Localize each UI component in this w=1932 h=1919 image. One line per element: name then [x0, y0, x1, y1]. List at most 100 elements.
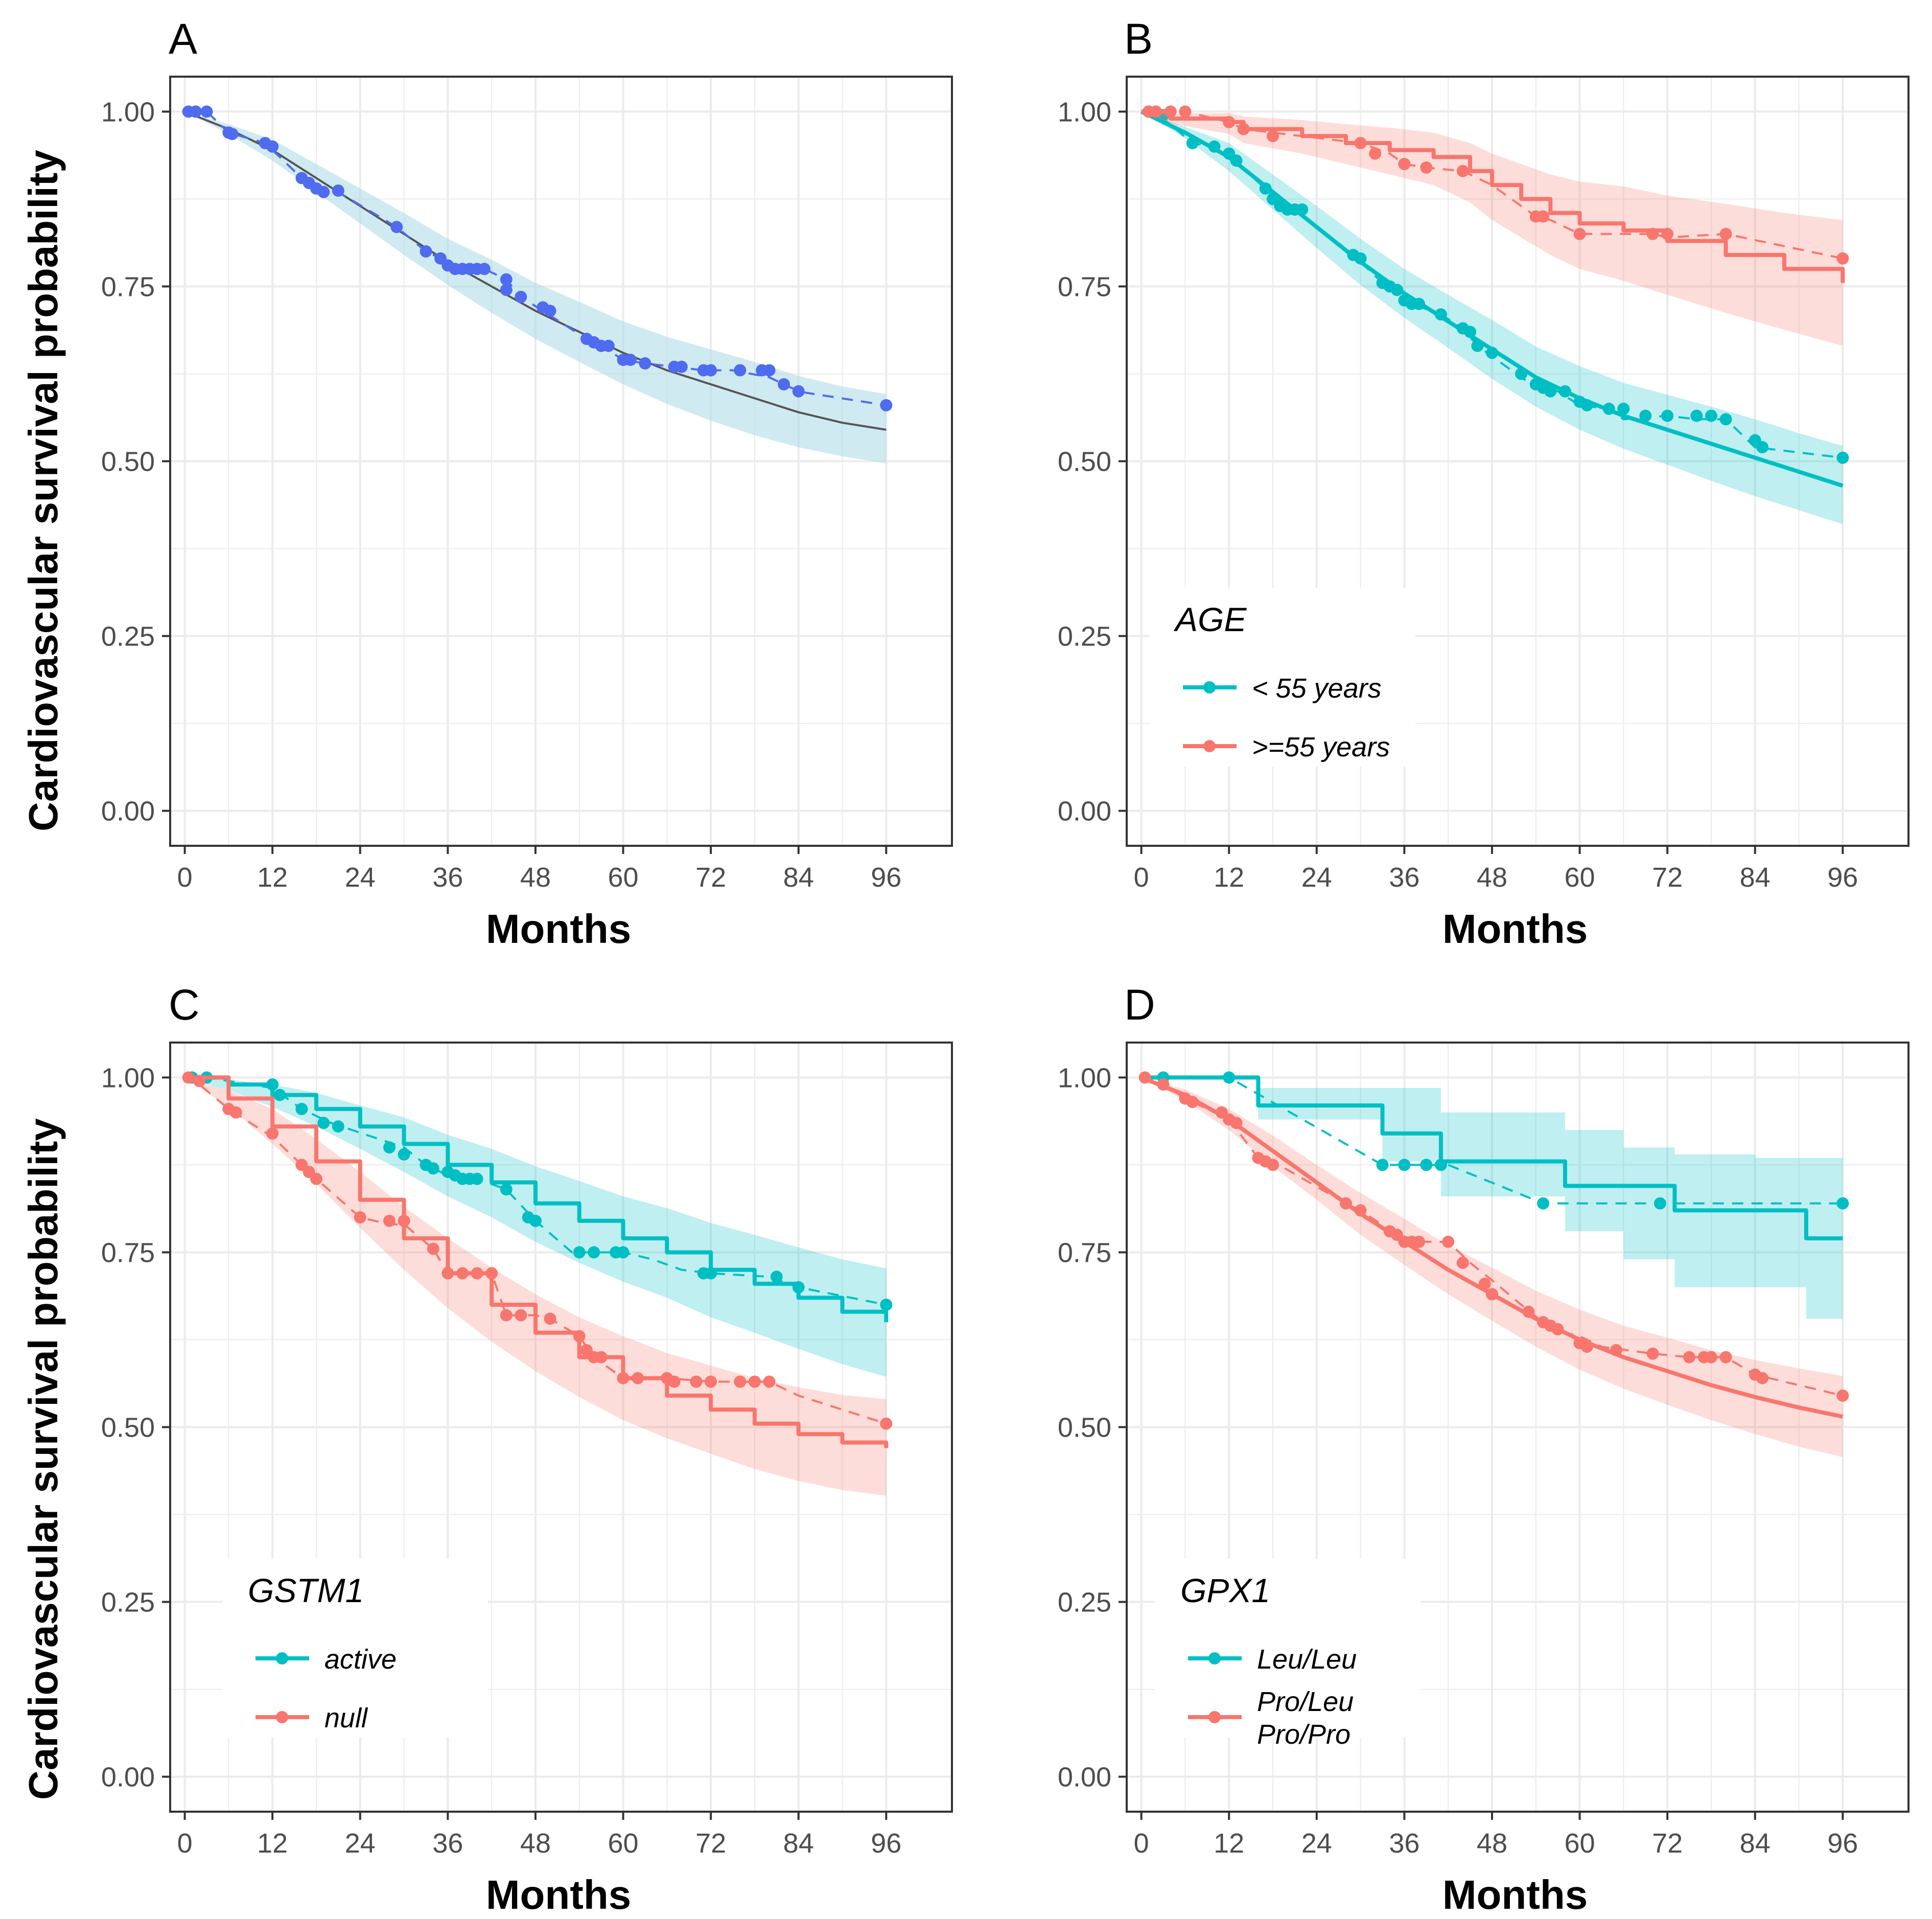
model-curve [184, 1075, 889, 1323]
y-tick-label: 0.75 [1058, 271, 1111, 302]
confidence-ribbon [184, 1077, 887, 1377]
km-point [478, 263, 491, 275]
series-leu-leu [1141, 1071, 1849, 1319]
legend-key-point [276, 1711, 288, 1723]
axis-ticks: 0 12 24 36 48 60 72 84 96 0.00 0.25 0.50 0.75 1.00 [101, 1062, 901, 1859]
x-axis-label: Months [1442, 1872, 1588, 1917]
km-point [1296, 203, 1309, 216]
km-point [1522, 1305, 1535, 1318]
km-point [705, 1267, 717, 1280]
km-dashed-curve [1141, 1076, 1843, 1205]
x-axis-label: Months [486, 906, 631, 952]
legend-entry-label: Leu/Leu [1257, 1644, 1357, 1675]
km-point [1683, 1351, 1695, 1363]
km-point [383, 1214, 395, 1227]
x-axis-label: Months [486, 1872, 631, 1917]
km-point [515, 1309, 527, 1322]
x-tick-label: 0 [1134, 862, 1149, 893]
km-point [1646, 227, 1659, 240]
x-tick-label: 24 [345, 862, 376, 893]
legend-entry-label: null [324, 1703, 368, 1733]
km-point [1836, 1389, 1849, 1402]
km-point [1150, 105, 1162, 118]
km-point [398, 1148, 410, 1161]
confidence-ribbon [1141, 1077, 1843, 1458]
km-point [624, 354, 637, 366]
km-point [1705, 409, 1717, 422]
x-tick-label: 48 [1477, 1828, 1507, 1859]
x-tick-label: 48 [1477, 862, 1507, 893]
km-point [544, 1312, 556, 1325]
km-point [1223, 1071, 1236, 1084]
km-point [317, 1117, 330, 1129]
km-point [1420, 1159, 1433, 1171]
km-point [617, 1246, 630, 1259]
km-point [1486, 1288, 1498, 1301]
km-point [398, 1214, 410, 1227]
legend: GSTM1 active null [222, 1559, 488, 1738]
km-point [880, 1417, 893, 1430]
km-point [500, 273, 513, 286]
y-tick-label: 0.00 [1058, 796, 1111, 827]
y-tick-label: 0.25 [101, 1587, 155, 1618]
km-point [1267, 1159, 1279, 1171]
chart-panel-c: C 0 12 24 36 48 60 72 84 96 0.00 0.25 0.50 0.75 1.00 Mo… [101, 981, 953, 1917]
km-point [1398, 158, 1411, 170]
x-tick-label: 96 [871, 862, 901, 893]
x-tick-label: 96 [1827, 1828, 1858, 1859]
legend-background [1150, 588, 1415, 767]
km-point [748, 1375, 761, 1388]
x-tick-label: 48 [520, 862, 551, 893]
km-dashed-curve [184, 1076, 887, 1425]
km-point [763, 1375, 776, 1388]
km-point [668, 1375, 681, 1388]
panel-letter-d: D [1124, 981, 1155, 1029]
x-tick-label: 36 [432, 1828, 463, 1859]
model-curve [184, 110, 887, 431]
panels: A 0 12 24 36 48 60 72 84 96 0.00 0.25 0.50 0.75 1.00 Mo… [101, 15, 1910, 1917]
km-point [1610, 1344, 1622, 1356]
x-tick-label: 24 [1301, 862, 1332, 893]
legend-key-point [1203, 681, 1216, 693]
x-tick-label: 24 [345, 1828, 376, 1859]
km-point [500, 284, 513, 296]
series-active [184, 1071, 893, 1377]
x-tick-label: 36 [1389, 1828, 1419, 1859]
km-point [1157, 1078, 1170, 1091]
km-point [1369, 147, 1382, 160]
km-point [1661, 227, 1674, 240]
km-point [1164, 105, 1177, 118]
panel-letter-b: B [1124, 15, 1153, 63]
x-tick-label: 96 [1827, 862, 1858, 893]
legend-key-point [276, 1652, 288, 1664]
km-point [1471, 339, 1484, 352]
km-point [485, 1267, 498, 1280]
km-point [515, 291, 527, 303]
km-point [1836, 1197, 1849, 1210]
km-point [310, 1172, 322, 1185]
x-tick-label: 60 [1565, 1828, 1595, 1859]
km-point [1434, 1159, 1447, 1171]
km-point [266, 1127, 279, 1140]
km-point [295, 1103, 308, 1115]
km-point [1580, 399, 1593, 411]
km-point [1580, 1340, 1593, 1353]
km-point [632, 1372, 644, 1384]
x-tick-label: 72 [695, 862, 726, 893]
km-point [1573, 227, 1586, 240]
x-tick-label: 84 [783, 862, 814, 893]
km-point [617, 1372, 630, 1384]
km-point [1544, 385, 1557, 398]
km-point [332, 184, 344, 197]
legend-key-point [1203, 740, 1216, 752]
km-point [383, 1141, 395, 1154]
y-tick-label: 0.50 [1058, 1413, 1111, 1443]
km-point [332, 1120, 344, 1133]
chart-panel-d: D 0 12 24 36 48 60 72 84 96 0.00 0.25 0.50 0.75 1.00 Mo… [1058, 981, 1910, 1917]
panel-letter-a: A [169, 15, 197, 63]
y-tick-label: 0.25 [1058, 1587, 1111, 1618]
y-tick-label: 0.50 [1058, 447, 1111, 477]
legend-background [1155, 1559, 1421, 1738]
km-point [1646, 1347, 1659, 1360]
series-all-patients [182, 105, 893, 464]
